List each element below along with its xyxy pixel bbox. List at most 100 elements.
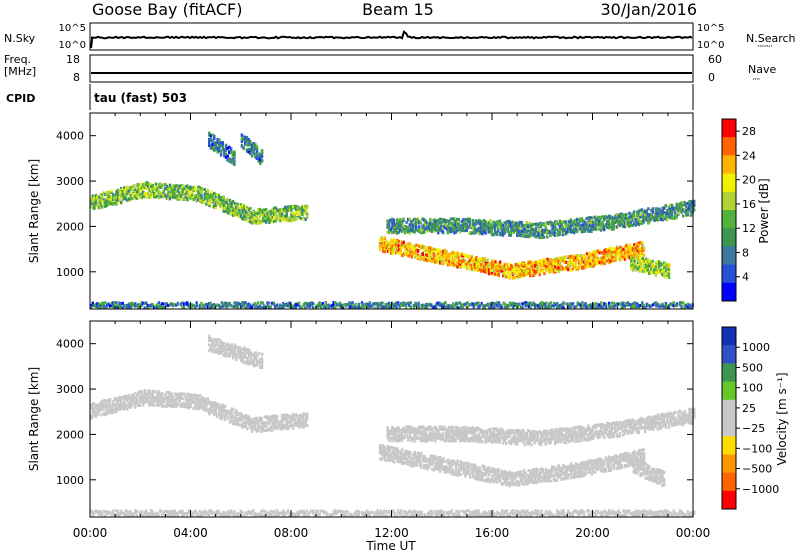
echo-cell: [401, 303, 405, 307]
echo-cell: [688, 204, 691, 208]
echo-cell: [101, 205, 104, 209]
echo-cell: [615, 216, 618, 220]
echo-cell: [383, 241, 387, 245]
echo-cell: [473, 257, 477, 261]
echo-cell: [307, 304, 310, 308]
echo-cell: [626, 224, 630, 228]
echo-cell: [460, 223, 464, 227]
echo-cell: [329, 304, 332, 308]
echo-cell: [577, 266, 581, 270]
echo-cell: [437, 218, 440, 222]
echo-cell: [326, 305, 329, 309]
echo-cell: [675, 302, 679, 306]
echo-cell: [484, 228, 487, 232]
echo-cell: [683, 200, 686, 204]
echo-cell: [585, 217, 588, 221]
echo-cell: [492, 263, 496, 267]
echo-cell: [295, 217, 298, 221]
echo-cell: [579, 225, 582, 229]
echo-cell: [157, 189, 161, 193]
echo-cell: [376, 302, 379, 306]
echo-cell: [534, 235, 538, 239]
echo-cell: [455, 223, 459, 227]
echo-cell: [604, 255, 608, 259]
echo-cell: [481, 221, 484, 225]
echo-cell: [613, 221, 617, 225]
echo-cell: [483, 305, 487, 309]
echo-cell: [481, 257, 485, 261]
echo-cell: [274, 304, 277, 308]
echo-cell: [641, 246, 644, 250]
echo-cell: [279, 219, 282, 223]
echo-cell: [631, 267, 635, 271]
echo-cell: [588, 229, 592, 233]
echo-cell: [255, 303, 258, 307]
echo-cell: [557, 261, 560, 265]
echo-cell: [553, 223, 557, 227]
echo-cell: [497, 227, 500, 231]
echo-cell: [142, 194, 145, 198]
echo-cell: [386, 243, 390, 247]
echo-cell: [659, 262, 663, 266]
echo-cell: [445, 304, 449, 308]
echo-cell: [424, 223, 427, 227]
echo-cell: [145, 185, 148, 189]
cpid-panel: CPID tau (fast) 503: [6, 84, 694, 110]
echo-cell: [484, 268, 488, 272]
echo-cell: [565, 221, 568, 225]
echo-cell: [551, 264, 554, 268]
echo-cell: [330, 304, 334, 308]
echo-cell: [533, 260, 537, 264]
echo-cell: [112, 198, 115, 202]
echo-cell: [354, 306, 357, 310]
echo-cell: [254, 211, 257, 215]
echo-cell: [200, 198, 203, 202]
echo-cell: [664, 262, 667, 266]
echo-cell: [571, 256, 575, 260]
echo-cell: [672, 216, 675, 220]
echo-cell: [415, 243, 418, 247]
echo-cell: [178, 197, 181, 201]
echo-cell: [568, 220, 571, 224]
echo-cell: [497, 261, 500, 265]
freq-left-tick-bottom: 8: [73, 71, 80, 84]
echo-cell: [97, 200, 101, 204]
echo-cell: [168, 184, 172, 188]
echo-cell: [101, 303, 104, 307]
echo-cell: [176, 185, 180, 189]
echo-cell: [221, 147, 224, 151]
echo-cell: [501, 233, 505, 237]
echo-cell: [522, 227, 525, 231]
echo-cell: [395, 221, 399, 225]
echo-cell: [636, 257, 640, 261]
echo-cell: [299, 212, 303, 216]
echo-cell: [383, 247, 387, 251]
echo-cell: [290, 213, 293, 217]
echo-cell: [110, 303, 113, 307]
echo-cell: [502, 301, 505, 305]
echo-cell: [601, 227, 604, 231]
echo-cell: [438, 221, 442, 225]
echo-cell: [590, 217, 593, 221]
echo-cell: [233, 205, 236, 209]
echo-cell: [538, 263, 541, 267]
echo-cell: [509, 227, 513, 231]
echo-cell: [190, 196, 194, 200]
echo-cell: [457, 253, 461, 257]
echo-cell: [536, 234, 539, 238]
power-echo-layer: [90, 131, 696, 310]
echo-cell: [648, 264, 651, 268]
echo-cell: [426, 258, 429, 262]
echo-cell: [283, 304, 287, 308]
echo-cell: [521, 302, 524, 306]
echo-cell: [340, 303, 343, 307]
echo-cell: [228, 199, 232, 203]
echo-cell: [442, 305, 446, 309]
echo-cell: [667, 272, 671, 276]
echo-cell: [260, 212, 263, 216]
echo-cell: [572, 229, 576, 233]
echo-cell: [213, 137, 216, 141]
echo-cell: [519, 305, 523, 309]
echo-cell: [464, 264, 467, 268]
echo-cell: [268, 214, 271, 218]
